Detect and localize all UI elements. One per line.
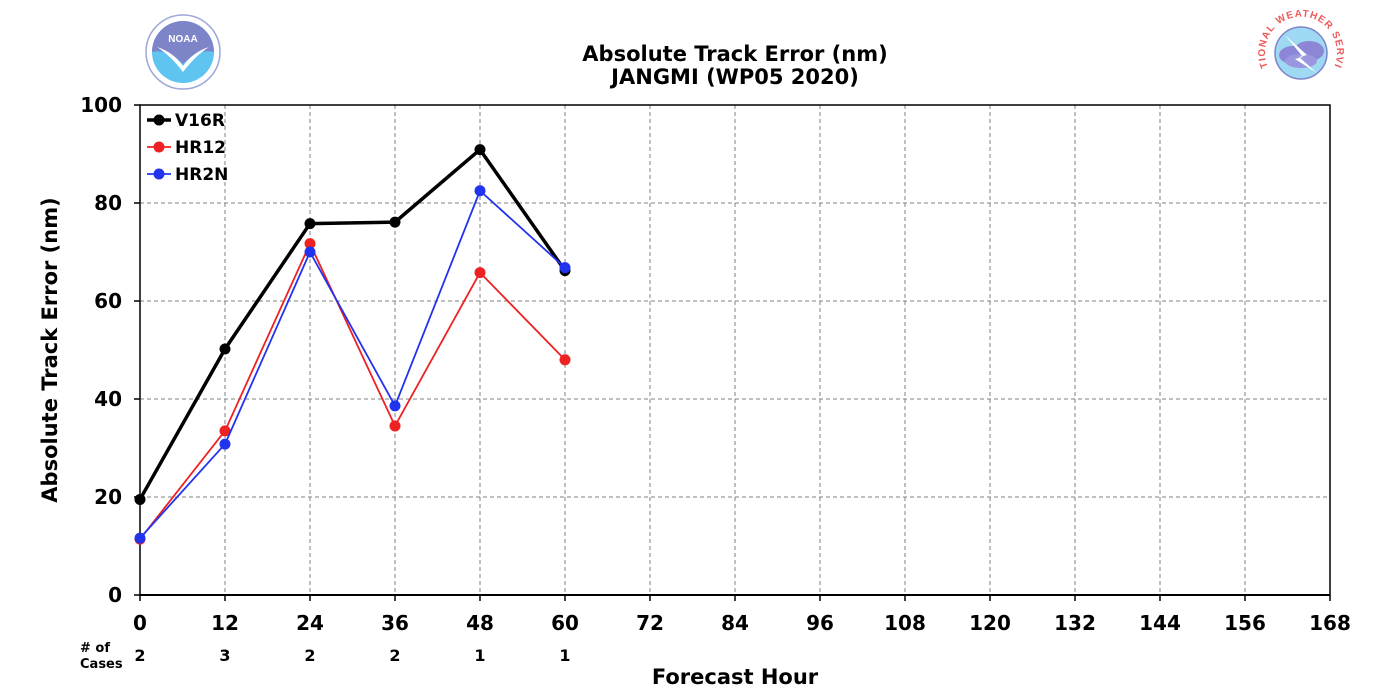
data-point-HR12 bbox=[559, 354, 571, 366]
series-V16R bbox=[134, 144, 571, 505]
case-count: 2 bbox=[389, 646, 400, 665]
legend-label-HR2N: HR2N bbox=[175, 165, 228, 185]
data-point-HR2N bbox=[559, 262, 571, 274]
data-point-HR2N bbox=[134, 532, 146, 544]
chart-subtitle: JANGMI (WP05 2020) bbox=[609, 65, 859, 89]
cases-label-line1: # of bbox=[80, 641, 110, 656]
case-count: 2 bbox=[134, 646, 145, 665]
series-line-HR12 bbox=[139, 242, 566, 540]
x-tick-label: 24 bbox=[296, 611, 324, 635]
x-tick-label: 132 bbox=[1054, 611, 1096, 635]
legend-marker-HR12 bbox=[153, 141, 165, 153]
series-line-V16R bbox=[138, 147, 567, 501]
grid-lines bbox=[140, 105, 1330, 596]
x-tick-label: 96 bbox=[806, 611, 834, 635]
x-tick-label: 168 bbox=[1309, 611, 1351, 635]
data-point-V16R bbox=[474, 144, 486, 156]
data-point-V16R bbox=[219, 343, 231, 355]
data-point-HR2N bbox=[474, 185, 486, 197]
data-point-V16R bbox=[389, 216, 401, 228]
series-lines bbox=[134, 144, 571, 545]
x-tick-labels: 0 12 24 36 48 60 72 84 96 108 120 132 144 156 168 bbox=[133, 595, 1351, 635]
legend-marker-V16R bbox=[153, 114, 165, 126]
data-point-HR2N bbox=[389, 400, 401, 412]
case-count: 1 bbox=[474, 646, 485, 665]
y-tick-label: 20 bbox=[94, 485, 122, 509]
x-tick-label: 108 bbox=[884, 611, 926, 635]
data-point-V16R bbox=[134, 493, 146, 505]
x-tick-label: 120 bbox=[969, 611, 1011, 635]
x-tick-label: 0 bbox=[133, 611, 147, 635]
x-tick-label: 12 bbox=[211, 611, 239, 635]
data-point-HR12 bbox=[304, 238, 316, 250]
data-point-HR2N bbox=[219, 438, 231, 450]
legend-label-HR12: HR12 bbox=[175, 138, 226, 158]
x-tick-label: 144 bbox=[1139, 611, 1181, 635]
x-tick-label: 72 bbox=[636, 611, 664, 635]
data-point-HR12 bbox=[474, 267, 486, 279]
legend: V16R HR12 HR2N bbox=[147, 111, 228, 185]
x-tick-label: 60 bbox=[551, 611, 579, 635]
chart-title: Absolute Track Error (nm) bbox=[582, 42, 887, 66]
y-tick-labels: 0 20 40 60 80 100 bbox=[80, 93, 140, 607]
data-point-V16R bbox=[304, 218, 316, 230]
x-tick-label: 156 bbox=[1224, 611, 1266, 635]
y-axis-label: Absolute Track Error (nm) bbox=[38, 197, 62, 502]
cases-label-line2: Cases bbox=[80, 657, 123, 672]
x-tick-label: 36 bbox=[381, 611, 409, 635]
case-count: 3 bbox=[219, 646, 230, 665]
data-point-HR12 bbox=[389, 420, 401, 432]
x-axis-label: Forecast Hour bbox=[652, 665, 819, 689]
x-tick-label: 48 bbox=[466, 611, 494, 635]
y-tick-label: 60 bbox=[94, 289, 122, 313]
nws-logo-icon: NATIONAL WEATHER SERVICE bbox=[1257, 8, 1344, 90]
noaa-logo-text: NOAA bbox=[168, 34, 197, 45]
case-count: 2 bbox=[304, 646, 315, 665]
data-point-HR2N bbox=[304, 246, 316, 258]
series-HR2N bbox=[134, 185, 571, 544]
cases-row: 2 3 2 2 1 1 bbox=[134, 646, 570, 665]
noaa-logo-icon: NOAA bbox=[145, 14, 221, 90]
y-tick-label: 100 bbox=[80, 93, 122, 117]
series-line-HR2N bbox=[139, 189, 566, 539]
x-tick-label: 84 bbox=[721, 611, 749, 635]
y-tick-label: 0 bbox=[108, 583, 122, 607]
case-count: 1 bbox=[559, 646, 570, 665]
y-tick-label: 80 bbox=[94, 191, 122, 215]
y-tick-label: 40 bbox=[94, 387, 122, 411]
legend-marker-HR2N bbox=[153, 168, 165, 180]
data-point-HR12 bbox=[219, 425, 231, 437]
legend-label-V16R: V16R bbox=[175, 111, 225, 131]
